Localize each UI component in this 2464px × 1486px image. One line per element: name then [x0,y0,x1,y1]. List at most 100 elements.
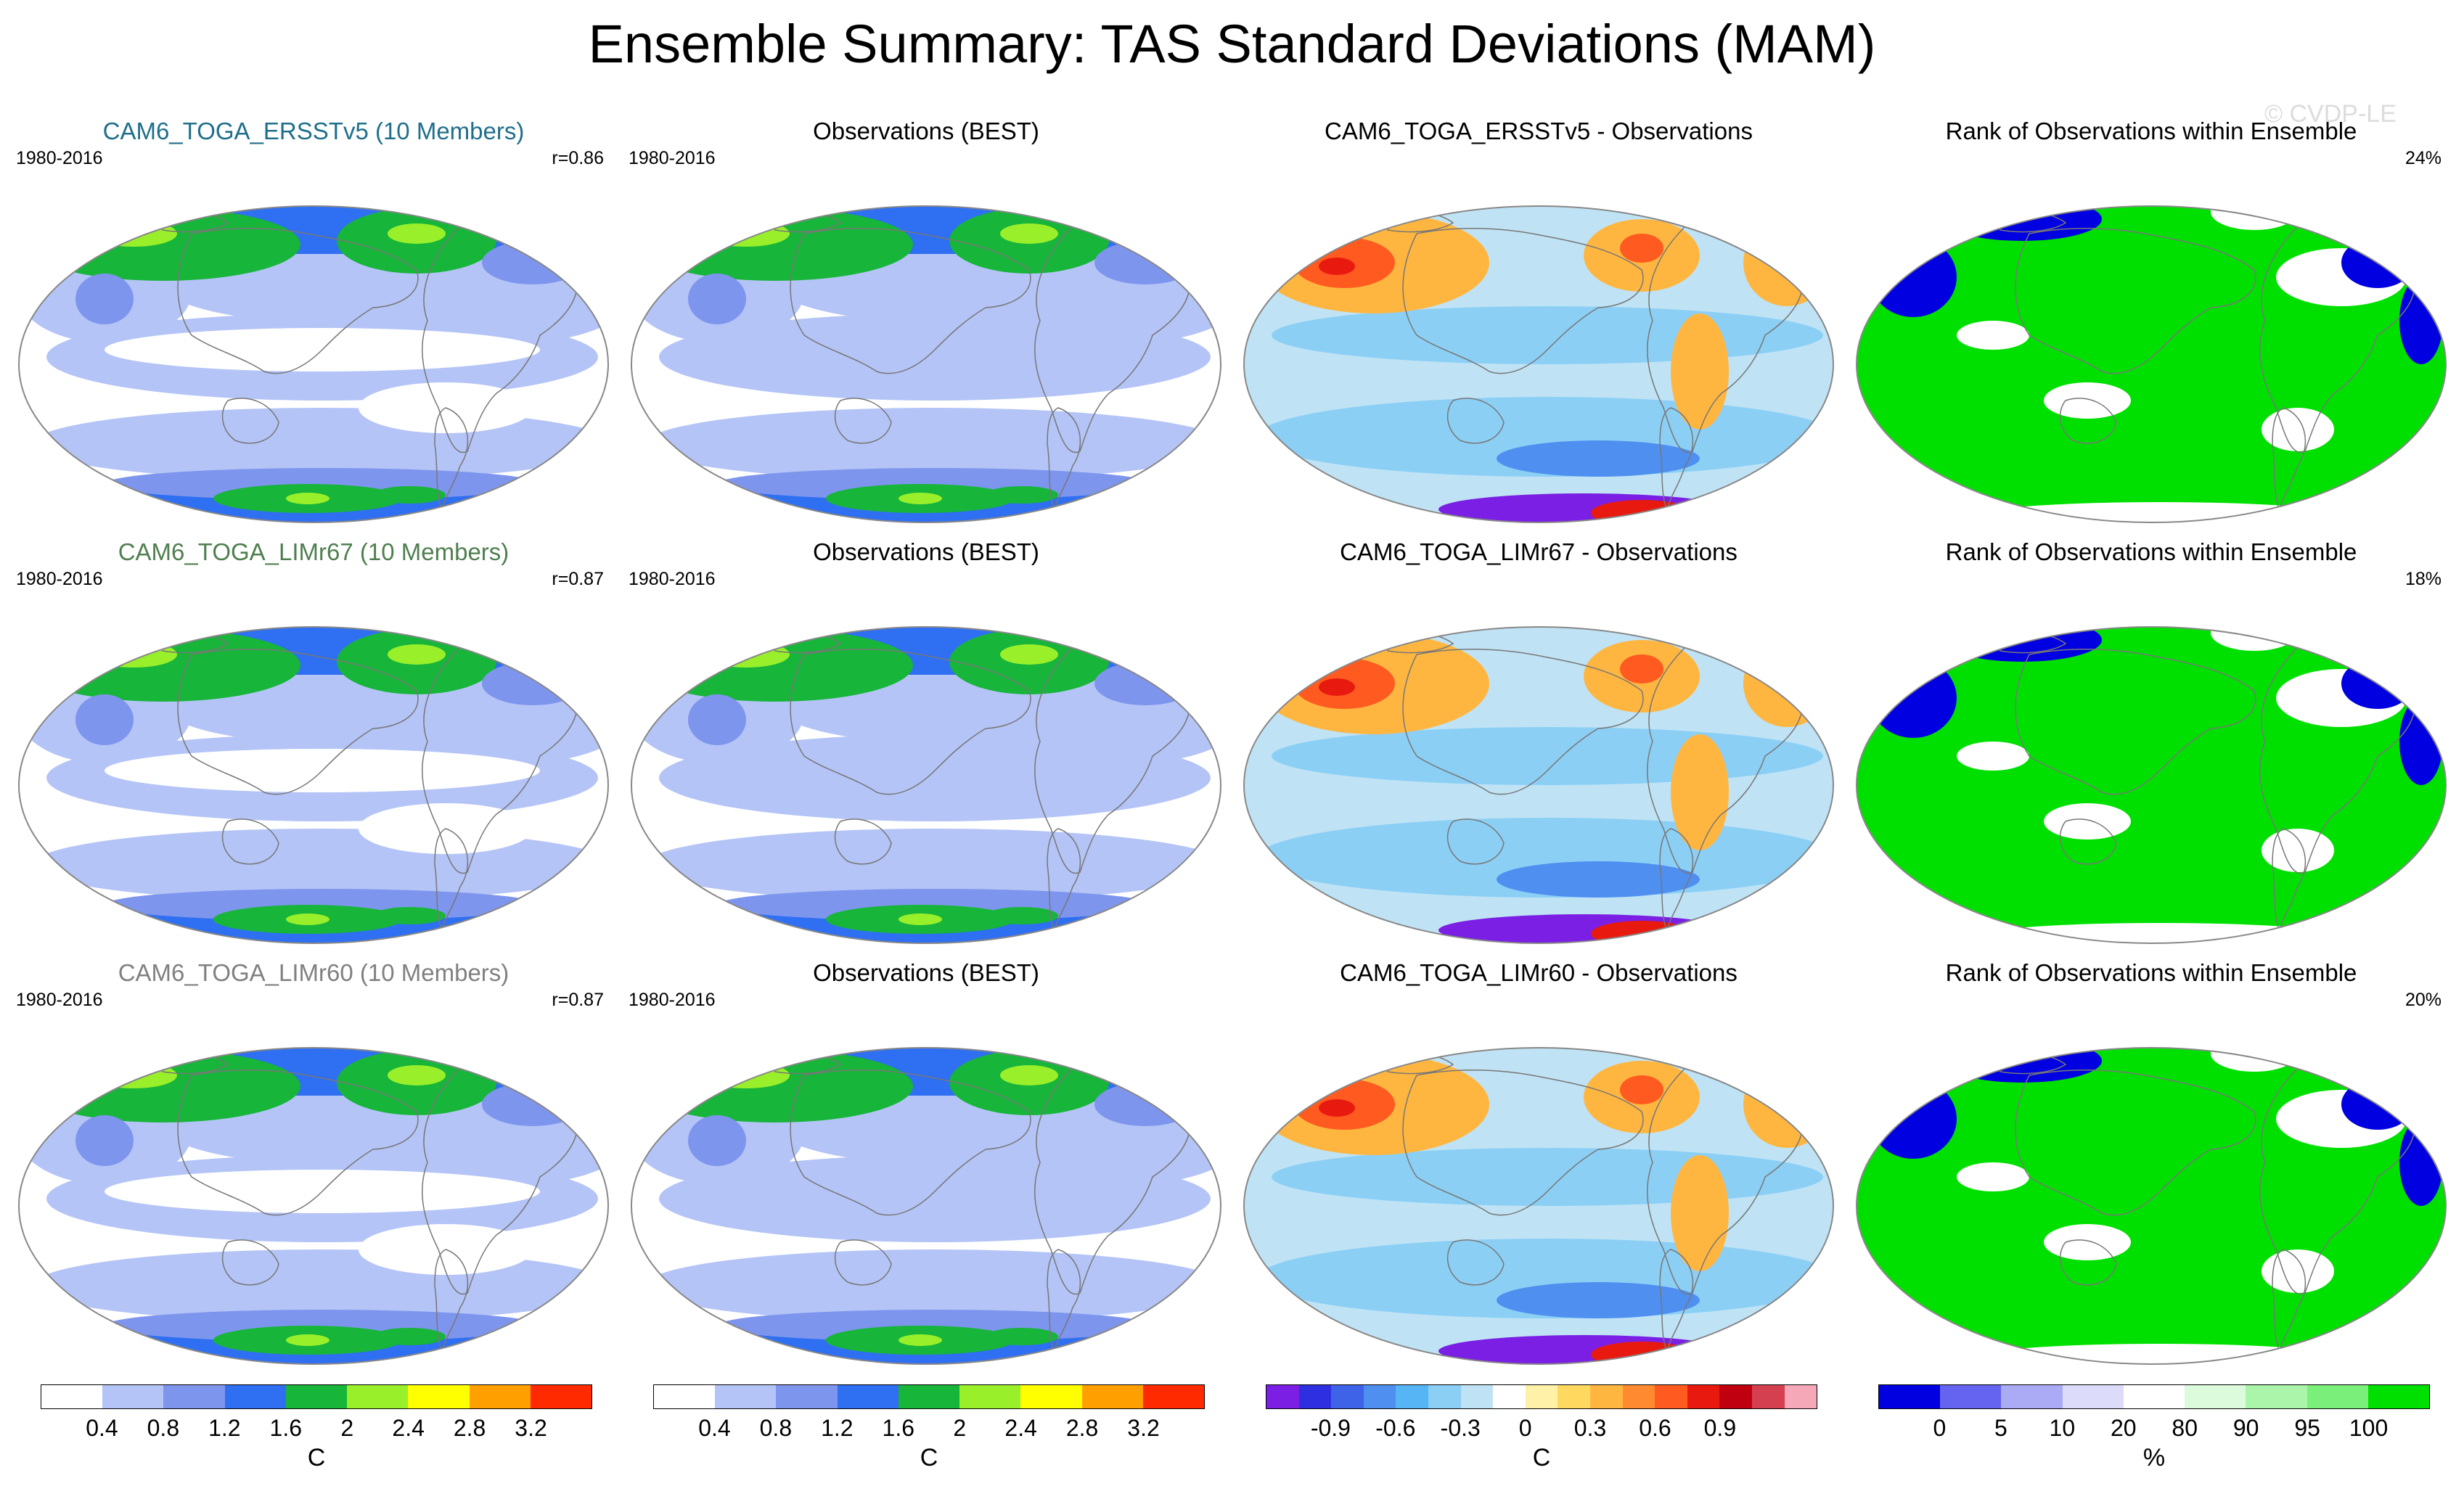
rank-percent: 24% [2404,148,2442,168]
colorbar-cell [898,1385,960,1408]
south-pacific-blue [1497,1282,1700,1318]
panel-title: CAM6_TOGA_ERSSTv5 (10 Members) [102,118,525,144]
eurasia-green [25,1050,300,1122]
rank-blue-north [1942,1048,2102,1083]
panel-r1-rank: Rank of Observations within Ensemble 24% [1848,118,2455,538]
colorbar-tick-label: 2.4 [1004,1415,1037,1441]
panel-title: Rank of Observations within Ensemble [1945,959,2357,986]
colorbar-cell [1363,1385,1396,1408]
colorbar-cell [285,1385,348,1408]
south-pacific-blue [1497,861,1700,898]
colorbar-cell [224,1385,286,1408]
rank-white-indian [1957,1162,2029,1191]
pattern-correlation: r=0.86 [552,148,604,168]
colorbar-cell [2001,1385,2063,1408]
rank-blue-south [2320,1338,2421,1364]
arctic-blue [1257,206,1373,226]
map-plot [18,205,609,523]
globe-outline [18,205,609,523]
canada-lime [388,644,446,665]
panel-r3-diff: CAM6_TOGA_LIMr60 - Observations [1235,959,1842,1380]
year-range: 1980-2016 [629,148,716,168]
antarctica-green-east [373,486,446,504]
antarctica-green-east [986,486,1058,504]
globe-outline [1856,626,2447,944]
siberia-lime [703,221,790,247]
rank-blue-east [2399,277,2443,364]
eurasia-green [637,1050,913,1122]
colorbar-cell [163,1385,225,1408]
colorbar-cell [1298,1385,1332,1408]
tibet-red [1319,1099,1355,1117]
colorbar-cells [653,1384,1205,1409]
arctic-blue-band [631,627,1221,675]
arctic-blue-band [631,1048,1221,1096]
panel-title: Observations (BEST) [813,959,1039,986]
rank-percent: 18% [2404,569,2442,589]
rank-white-arctic [2211,627,2298,651]
panel-r1-model: CAM6_TOGA_ERSSTv5 (10 Members) 1980-2016 r… [10,118,617,538]
siberia-lime [90,641,177,668]
colorbar-cell [654,1385,716,1408]
north-america-hot [1620,654,1663,684]
globe-outline [1243,1047,1834,1365]
colorbar-cell [1589,1385,1623,1408]
colorbar-tick-label: 1.6 [882,1415,915,1441]
atlantic-mid [1094,241,1196,284]
arctic-blue [1257,627,1373,647]
panel-r1-diff: CAM6_TOGA_ERSSTv5 - Observations [1235,118,1842,538]
north-america-hot [1620,1075,1663,1104]
pattern-correlation: r=0.87 [552,569,604,589]
panel-r2-obs: Observations (BEST) 1980-2016 [623,538,1229,959]
panel-r3-obs: Observations (BEST) 1980-2016 [623,959,1229,1380]
colorbar-cell [1719,1385,1752,1408]
colorbar-tick-label: 0.3 [1573,1415,1607,1441]
atlantic-mid [1094,662,1196,705]
panel-r3-model: CAM6_TOGA_LIMr60 (10 Members) 1980-2016 r=… [10,959,617,1380]
arctic-blue-band [631,206,1221,254]
colorbar-cell [1784,1385,1817,1408]
watermark: © CVDP-LE [2264,100,2397,128]
colorbar-tick-label: 0.6 [1639,1415,1671,1441]
colorbar-cell [776,1385,838,1408]
panel-title: CAM6_TOGA_ERSSTv5 - Observations [1325,118,1753,144]
colorbar-tick-label: 0.9 [1703,1415,1737,1441]
main-title: Ensemble Summary: TAS Standard Deviation… [588,14,1876,74]
rank-white-antarctic [1971,502,2349,522]
antarctica-lime [899,493,942,504]
globe-outline [631,1047,1221,1365]
canada-lime [388,1065,446,1085]
rank-blue-north [1942,206,2102,241]
colorbar-cell [1331,1385,1364,1408]
south-america-warm [1671,1155,1729,1271]
colorbar-tick-label: -0.9 [1310,1415,1351,1441]
globe-outline [1856,1047,2447,1365]
map-plot [1243,205,1834,523]
rank-blue-asia [1870,237,1957,317]
antarctica-lime [286,1334,330,1346]
colorbar-cell [102,1385,164,1408]
tropics-light [1272,727,1823,785]
map-plot [1243,1047,1834,1365]
colorbar-cell [837,1385,899,1408]
colorbar-tick-label: 0 [1933,1415,1947,1441]
antarctica-green-east [373,907,446,924]
colorbar-unit: C [1532,1444,1551,1471]
colorbar-tick-label: -0.6 [1375,1415,1416,1441]
colorbar-unit: C [307,1444,326,1471]
rank-white-australia [2044,803,2131,840]
colorbar-tick-label: 0.8 [147,1415,180,1441]
colorbar-tick-label: 3.2 [1127,1415,1160,1441]
colorbar-std-model: 0.4 0.8 1.2 1.6 2 2.4 2.8 3.2 C [41,1384,592,1473]
rank-white-australia [2044,382,2131,419]
map-plot [1856,626,2447,944]
colorbar-cell [2246,1385,2307,1408]
colorbar-tick-label: 2.4 [392,1415,425,1441]
siberia-lime [90,221,177,247]
year-range: 1980-2016 [629,990,716,1010]
rank-blue-southwest [1899,1339,1986,1363]
colorbar-diff: -0.9 -0.6 -0.3 0 0.3 0.6 0.9 C [1266,1384,1817,1473]
africa-warm [1743,219,1830,306]
tropics-light [1272,1148,1823,1206]
map-plot [1856,205,2447,523]
